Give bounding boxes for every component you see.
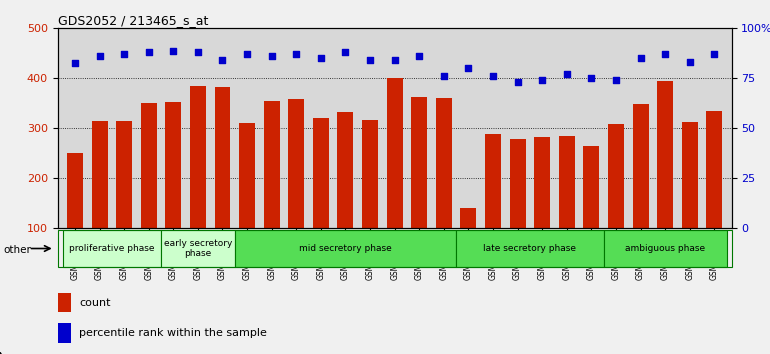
Bar	[604, 230, 727, 267]
Bar	[166, 102, 181, 228]
Point	[192, 50, 204, 55]
Bar	[337, 112, 353, 228]
Text: other: other	[4, 245, 32, 255]
Bar	[510, 139, 526, 228]
Bar	[456, 230, 604, 267]
Bar	[62, 230, 161, 267]
Bar	[534, 137, 550, 228]
Text: mid secretory phase: mid secretory phase	[299, 244, 392, 253]
Bar	[313, 118, 329, 228]
Bar	[706, 111, 722, 228]
Point	[69, 61, 81, 66]
Bar	[632, 104, 648, 228]
Bar	[460, 208, 477, 228]
Bar	[559, 136, 574, 228]
Point	[290, 51, 303, 57]
Text: late secretory phase: late secretory phase	[484, 244, 577, 253]
Point	[241, 51, 253, 57]
Point	[462, 65, 474, 71]
Point	[93, 53, 105, 59]
Text: early secretory
phase: early secretory phase	[164, 239, 232, 258]
Point	[266, 53, 278, 59]
Point	[315, 56, 327, 61]
Bar	[288, 99, 304, 228]
Bar	[411, 97, 427, 228]
Point	[413, 53, 425, 59]
Text: percentile rank within the sample: percentile rank within the sample	[79, 329, 266, 338]
Bar	[235, 230, 456, 267]
Text: proliferative phase: proliferative phase	[69, 244, 155, 253]
Point	[536, 78, 548, 83]
Bar	[92, 121, 108, 228]
Text: GDS2052 / 213465_s_at: GDS2052 / 213465_s_at	[58, 14, 208, 27]
Point	[610, 78, 622, 83]
Point	[167, 48, 179, 54]
Bar	[190, 86, 206, 228]
Point	[634, 56, 647, 61]
Bar	[263, 101, 280, 228]
Text: ambiguous phase: ambiguous phase	[625, 244, 705, 253]
Bar	[362, 120, 378, 228]
Bar	[584, 146, 599, 228]
Bar	[608, 124, 624, 228]
Point	[487, 74, 499, 79]
Point	[437, 74, 450, 79]
Bar	[58, 323, 71, 343]
Point	[708, 51, 721, 57]
Point	[684, 59, 696, 65]
Bar	[141, 103, 157, 228]
Bar	[215, 87, 230, 228]
Bar	[58, 293, 71, 313]
Bar	[239, 123, 255, 228]
Point	[659, 51, 671, 57]
Point	[561, 72, 573, 77]
Point	[364, 57, 377, 63]
Bar	[485, 134, 501, 228]
Point	[340, 50, 352, 55]
Bar	[116, 121, 132, 228]
Bar	[161, 230, 235, 267]
Point	[511, 80, 524, 85]
Text: count: count	[79, 298, 110, 308]
Bar	[657, 81, 673, 228]
Point	[142, 50, 155, 55]
Bar	[387, 78, 403, 228]
Point	[585, 75, 598, 81]
Point	[216, 57, 229, 63]
Bar	[67, 153, 83, 228]
Bar	[681, 122, 698, 228]
Point	[388, 57, 400, 63]
Point	[118, 51, 130, 57]
Bar	[436, 98, 452, 228]
